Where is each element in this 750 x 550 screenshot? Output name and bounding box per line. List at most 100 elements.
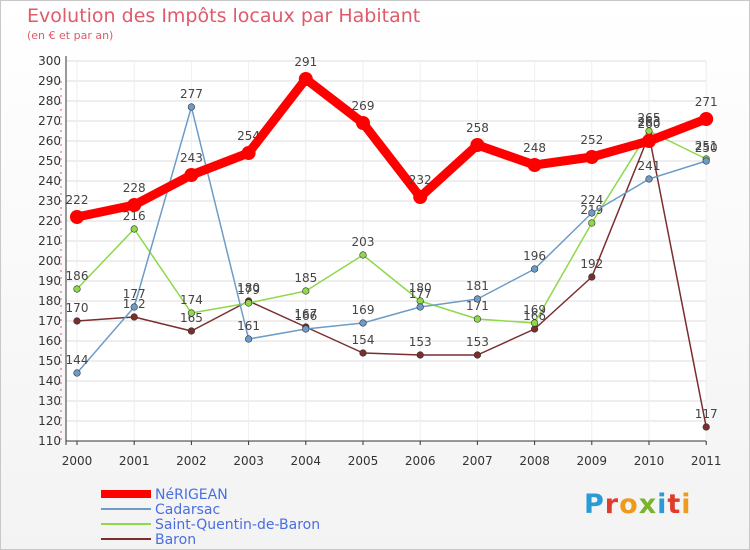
x-tick-label: 2009 — [577, 454, 608, 468]
data-label: 117 — [695, 407, 718, 421]
y-tick-label: 260 — [38, 134, 61, 148]
y-tick-label: 190 — [38, 274, 61, 288]
data-point — [70, 210, 84, 224]
data-label: 271 — [695, 95, 718, 109]
x-tick-label: 2005 — [348, 454, 379, 468]
data-label: 251 — [695, 139, 718, 153]
data-point — [530, 325, 539, 333]
data-point — [416, 351, 424, 359]
logo-letter: P — [584, 489, 605, 520]
data-point — [73, 369, 81, 377]
data-label: 185 — [294, 271, 317, 285]
data-label: 216 — [123, 209, 146, 223]
series-n-rigean: 222 228 243 254 291 269 232 258 248 252 260 271 — [66, 55, 718, 224]
data-label: 203 — [352, 235, 375, 249]
y-tick-label: 160 — [38, 334, 61, 348]
data-point — [127, 198, 142, 212]
data-point — [187, 327, 195, 335]
chart-title: Evolution des Impôts locaux par Habitant — [27, 5, 421, 27]
y-tick-label: 110 — [38, 434, 61, 448]
y-tick-label: 270 — [38, 114, 61, 128]
y-tick-label: 220 — [38, 214, 61, 228]
data-point — [473, 351, 482, 359]
data-point — [241, 146, 256, 160]
data-point — [359, 319, 367, 327]
data-label: 265 — [638, 111, 661, 125]
data-label: 180 — [409, 281, 432, 295]
data-label: 153 — [409, 335, 432, 349]
data-label: 263 — [638, 115, 661, 129]
data-label: 248 — [523, 141, 546, 155]
y-tick-label: 240 — [38, 174, 61, 188]
y-tick-label: 170 — [38, 314, 61, 328]
data-point — [130, 225, 138, 233]
series-baron: 170172165180167154153153166192263117 — [66, 115, 718, 431]
data-point — [588, 219, 596, 227]
data-label: 180 — [237, 281, 260, 295]
logo-letter: x — [638, 489, 658, 520]
x-tick-label: 2002 — [176, 454, 207, 468]
chart-subtitle: (en € et par an) — [27, 29, 114, 42]
data-point — [413, 190, 428, 204]
x-tick-label: 2001 — [119, 454, 150, 468]
data-label: 169 — [523, 303, 546, 317]
data-point — [302, 325, 310, 333]
data-point — [184, 168, 199, 182]
data-point — [473, 295, 482, 303]
data-label: 222 — [66, 193, 89, 207]
data-label: 192 — [580, 257, 603, 271]
data-label: 250 — [695, 141, 718, 155]
data-label: 228 — [123, 181, 146, 195]
data-point — [584, 150, 599, 164]
y-tick-label: 120 — [38, 414, 61, 428]
data-label: 169 — [352, 303, 375, 317]
x-tick-label: 2010 — [634, 454, 665, 468]
series-line — [76, 106, 707, 374]
y-tick-label: 130 — [38, 394, 61, 408]
data-point — [187, 103, 195, 111]
data-point — [130, 313, 138, 321]
x-tick-label: 2004 — [291, 454, 322, 468]
x-tick-label: 2007 — [462, 454, 493, 468]
y-tick-label: 280 — [38, 94, 61, 108]
data-point — [527, 158, 542, 172]
x-tick-label: 2011 — [691, 454, 722, 468]
y-tick-label: 180 — [38, 294, 61, 308]
proxiti-logo: Proxiti — [584, 489, 692, 520]
data-label: 177 — [123, 287, 146, 301]
data-label: 181 — [466, 279, 489, 293]
data-point — [645, 175, 653, 183]
y-tick-label: 150 — [38, 354, 61, 368]
data-label: 186 — [66, 269, 89, 283]
data-point — [245, 335, 253, 343]
legend-label: Saint-Quentin-de-Baron — [155, 517, 320, 533]
data-label: 196 — [523, 249, 546, 263]
logo-letter: o — [619, 489, 639, 520]
y-tick-label: 290 — [38, 74, 61, 88]
legend-label: Baron — [155, 532, 196, 548]
data-label: 165 — [180, 311, 203, 325]
data-label: 166 — [294, 309, 317, 323]
series-line — [76, 134, 707, 428]
x-tick-label: 2000 — [62, 454, 93, 468]
data-point — [470, 138, 485, 152]
data-point — [530, 319, 539, 327]
data-label: 232 — [409, 173, 432, 187]
y-tick-label: 300 — [38, 54, 61, 68]
y-tick-label: 250 — [38, 154, 61, 168]
data-point — [73, 317, 81, 325]
data-point — [187, 309, 195, 317]
series-saint-quentin-de-baron: 186216174179185203180171169219265251 — [66, 111, 718, 327]
data-point — [245, 299, 253, 307]
data-label: 252 — [580, 133, 603, 147]
data-label: 254 — [237, 129, 260, 143]
data-point — [356, 116, 370, 130]
data-label: 291 — [294, 55, 317, 69]
data-point — [473, 315, 482, 323]
data-point — [588, 209, 596, 217]
data-point — [130, 303, 138, 311]
y-tick-label: 140 — [38, 374, 61, 388]
data-label: 144 — [66, 353, 89, 367]
series-cadarsac: 144 177 277 161 166 169 177 181 196 224 241 250 — [66, 87, 718, 377]
